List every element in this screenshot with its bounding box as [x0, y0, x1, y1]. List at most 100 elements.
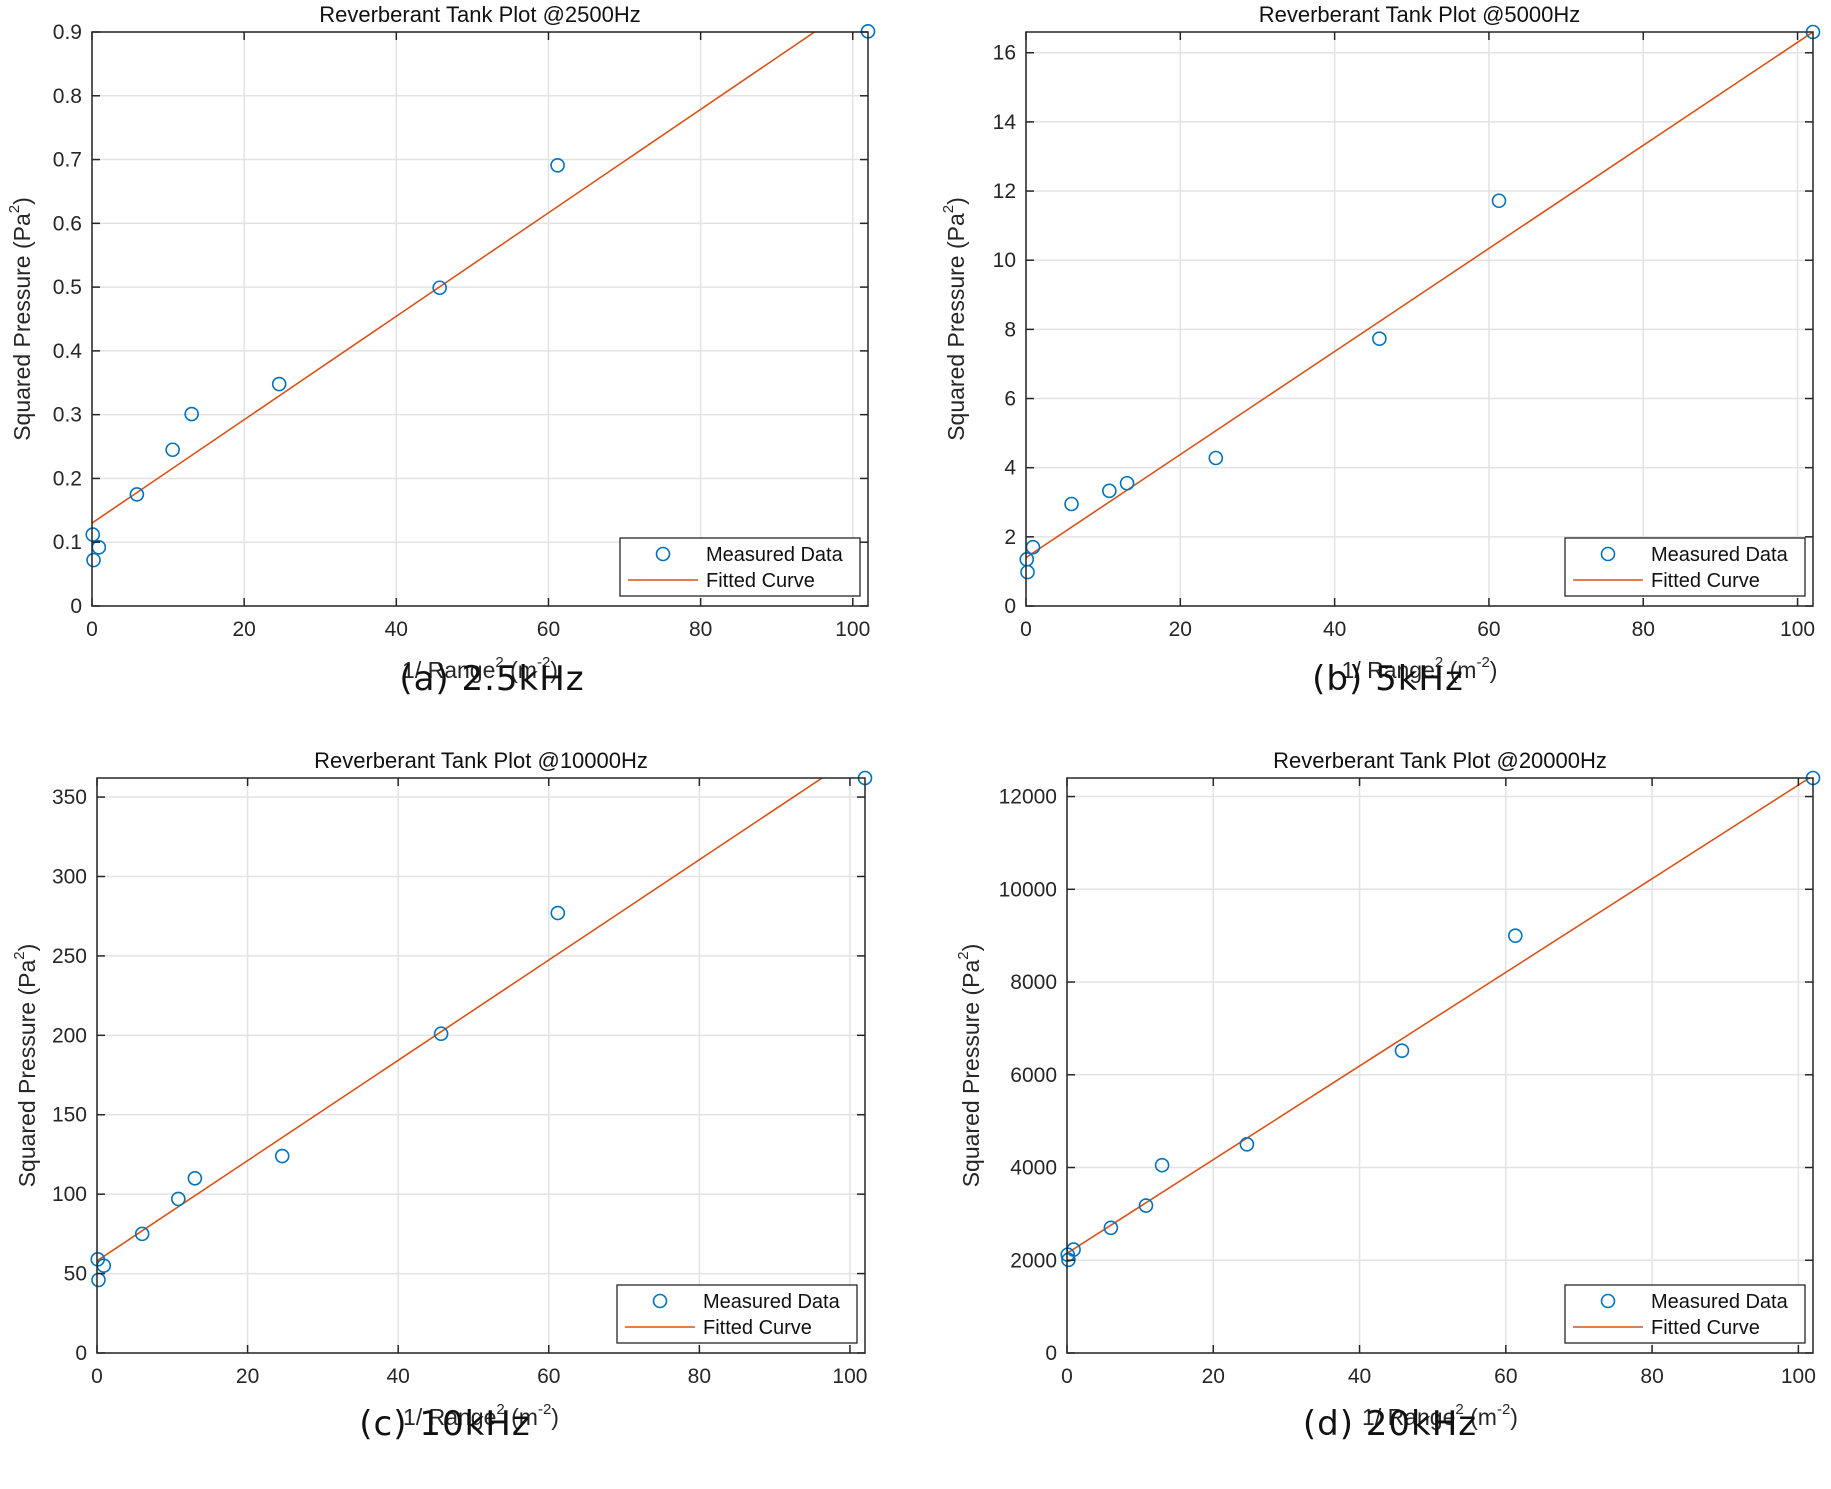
y-axis-label: Squared Pressure (Pa2) [11, 944, 40, 1188]
plot-area [1067, 778, 1813, 1353]
data-point [271, 376, 287, 392]
data-point [85, 527, 101, 542]
data-point [187, 1170, 203, 1186]
y-tick-label: 8000 [1010, 971, 1057, 994]
chart-svg: 0 20 40 60 80 100 0 2 4 6 8 10 12 14 16 Reverberant Tan… [940, 2, 1821, 683]
x-tick-label: 40 [1348, 1365, 1371, 1388]
y-tick-label: 6000 [1010, 1064, 1057, 1087]
y-tick-label: 0 [1045, 1342, 1057, 1365]
x-axis-label: 1/ Range2 (m-2) [1362, 1401, 1518, 1430]
axes-box [96, 777, 866, 1354]
legend-label-fitted: Fitted Curve [703, 1317, 812, 1339]
y-tick-label: 0.9 [53, 21, 82, 44]
x-tick-label: 40 [1323, 618, 1346, 641]
legend-label-measured: Measured Data [706, 544, 844, 566]
y-tick-label: 0.7 [53, 149, 82, 172]
y-axis-label: Squared Pressure (Pa2) [6, 197, 35, 441]
y-tick-label: 300 [52, 865, 87, 888]
chart-title: Reverberant Tank Plot @20000Hz [1273, 748, 1607, 773]
y-tick-label: 4 [1004, 457, 1016, 480]
data-point [550, 905, 566, 921]
x-tick-label: 0 [1020, 618, 1032, 641]
chart-svg: 0 20 40 60 80 100 0 0.1 0.2 0.3 0.4 0.5 0.6 0.7 0.8 0.9… [6, 2, 876, 683]
x-tick-label: 0 [86, 618, 98, 641]
chart-panel-d: 0 20 40 60 80 100 0 2000 4000 6000 8000 10000 12000 R… [0, 744, 1831, 1489]
y-tick-label: 350 [52, 786, 87, 809]
fit-group [97, 778, 824, 1262]
data-point [184, 406, 199, 422]
legend: Measured Data Fitted Curve [1564, 1284, 1806, 1344]
chart-title: Reverberant Tank Plot @5000Hz [1259, 2, 1581, 27]
legend-marker [655, 546, 671, 562]
x-tick-label: 80 [688, 1365, 711, 1388]
data-point [550, 157, 565, 173]
data-point [165, 442, 180, 458]
y-tick-label: 0.1 [53, 531, 82, 554]
x-tick-label: 40 [386, 1365, 409, 1388]
x-tick-label: 20 [1169, 618, 1192, 641]
caption-b: (b) 5kHz [1312, 659, 1464, 699]
data-point [1372, 331, 1387, 347]
x-tick-label: 80 [1640, 1365, 1663, 1388]
data-point [1102, 483, 1117, 499]
y-tick-label: 16 [993, 42, 1016, 65]
y-tick-label: 0 [1004, 595, 1016, 618]
y-tick-label: 2 [1004, 526, 1016, 549]
caption-d: (d) 20kHz [1302, 1404, 1478, 1444]
legend-label-measured: Measured Data [1651, 1291, 1789, 1313]
y-tick-label: 100 [52, 1183, 87, 1206]
legend-marker [652, 1293, 668, 1309]
data-point [171, 1191, 186, 1207]
fitted-curve-line [97, 778, 824, 1262]
legend-label-fitted: Fitted Curve [1651, 570, 1760, 592]
x-tick-label: 0 [1061, 1365, 1073, 1388]
y-tick-label: 0 [70, 595, 82, 618]
data-point [1138, 1198, 1154, 1213]
chart-panel-a: 0 20 40 60 80 100 0 0.1 0.2 0.3 0.4 0.5 0.6 0.7 0.8 0.9… [6, 2, 876, 683]
x-tick-label: 60 [537, 1365, 560, 1388]
x-tick-label: 60 [537, 618, 560, 641]
axes-box [91, 31, 869, 607]
data-point [432, 280, 447, 296]
y-tick-label: 8 [1004, 318, 1016, 341]
caption-c: (c) 10kHz [359, 1404, 531, 1444]
y-tick-label: 0.6 [53, 212, 82, 235]
data-point [274, 1148, 290, 1164]
fitted-curve-line [1067, 778, 1811, 1254]
legend: Measured Data Fitted Curve [616, 1284, 858, 1344]
plot-area [97, 778, 865, 1353]
data-point [1508, 928, 1523, 943]
y-tick-label: 2000 [1010, 1249, 1057, 1272]
x-tick-label: 20 [1202, 1365, 1225, 1388]
plot-area [1026, 32, 1813, 606]
y-tick-label: 4000 [1010, 1157, 1057, 1180]
legend-marker [1600, 1293, 1616, 1309]
x-tick-label: 20 [232, 618, 255, 641]
y-tick-label: 14 [993, 111, 1017, 134]
plot-area [92, 32, 868, 606]
x-tick-label: 80 [1632, 618, 1655, 641]
fitted-curve-line [92, 32, 816, 524]
y-tick-label: 150 [52, 1104, 87, 1127]
data-point [1119, 475, 1135, 491]
y-tick-label: 0.4 [53, 340, 83, 363]
data-point [1154, 1157, 1170, 1173]
y-tick-label: 0.8 [53, 85, 82, 108]
data-point [1491, 193, 1507, 209]
fitted-curve-line [1026, 32, 1813, 559]
chart-panel-b: 0 20 40 60 80 100 0 2 4 6 8 10 12 14 16 Reverberant Tan… [940, 2, 1821, 683]
x-tick-label: 80 [689, 618, 712, 641]
data-point [134, 1226, 150, 1242]
fit-group [92, 32, 816, 524]
chart-title: Reverberant Tank Plot @2500Hz [319, 2, 641, 27]
data-point [1103, 1220, 1119, 1236]
y-tick-label: 0.3 [53, 404, 82, 427]
x-tick-label: 20 [236, 1365, 259, 1388]
fit-group [1026, 32, 1813, 559]
x-tick-label: 40 [385, 618, 408, 641]
fit-group [1067, 778, 1811, 1254]
chart-svg: 0 20 40 60 80 100 0 2000 4000 6000 8000 10000 12000 R… [955, 748, 1821, 1430]
axes-box [1025, 31, 1814, 607]
y-tick-label: 0.2 [53, 467, 82, 490]
x-tick-label: 60 [1494, 1365, 1517, 1388]
